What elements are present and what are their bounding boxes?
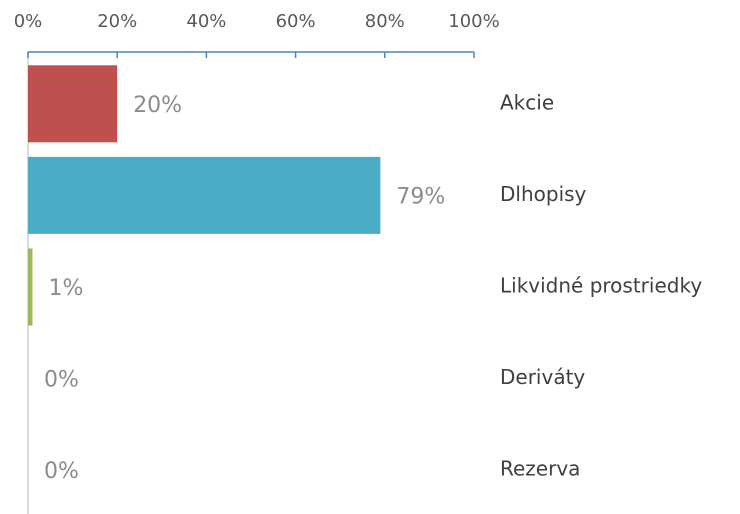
x-tick-label: 20%	[97, 11, 137, 32]
category-label: Likvidné prostriedky	[500, 274, 702, 298]
category-label: Rezerva	[500, 457, 580, 481]
value-label: 20%	[133, 93, 182, 118]
x-tick-label: 80%	[365, 11, 405, 32]
value-label: 0%	[44, 368, 79, 393]
value-label: 0%	[44, 459, 79, 484]
bar	[28, 65, 118, 143]
x-tick-label: 40%	[186, 11, 226, 32]
category-label: Deriváty	[500, 365, 585, 389]
category-label: Dlhopisy	[500, 182, 587, 206]
category-label: Akcie	[500, 90, 554, 114]
x-tick-label: 60%	[276, 11, 316, 32]
bar	[28, 156, 381, 234]
x-tick-label: 0%	[14, 11, 43, 32]
value-label: 1%	[48, 276, 83, 301]
x-tick-label: 100%	[448, 11, 499, 32]
value-label: 79%	[396, 184, 445, 209]
bar	[28, 248, 33, 326]
